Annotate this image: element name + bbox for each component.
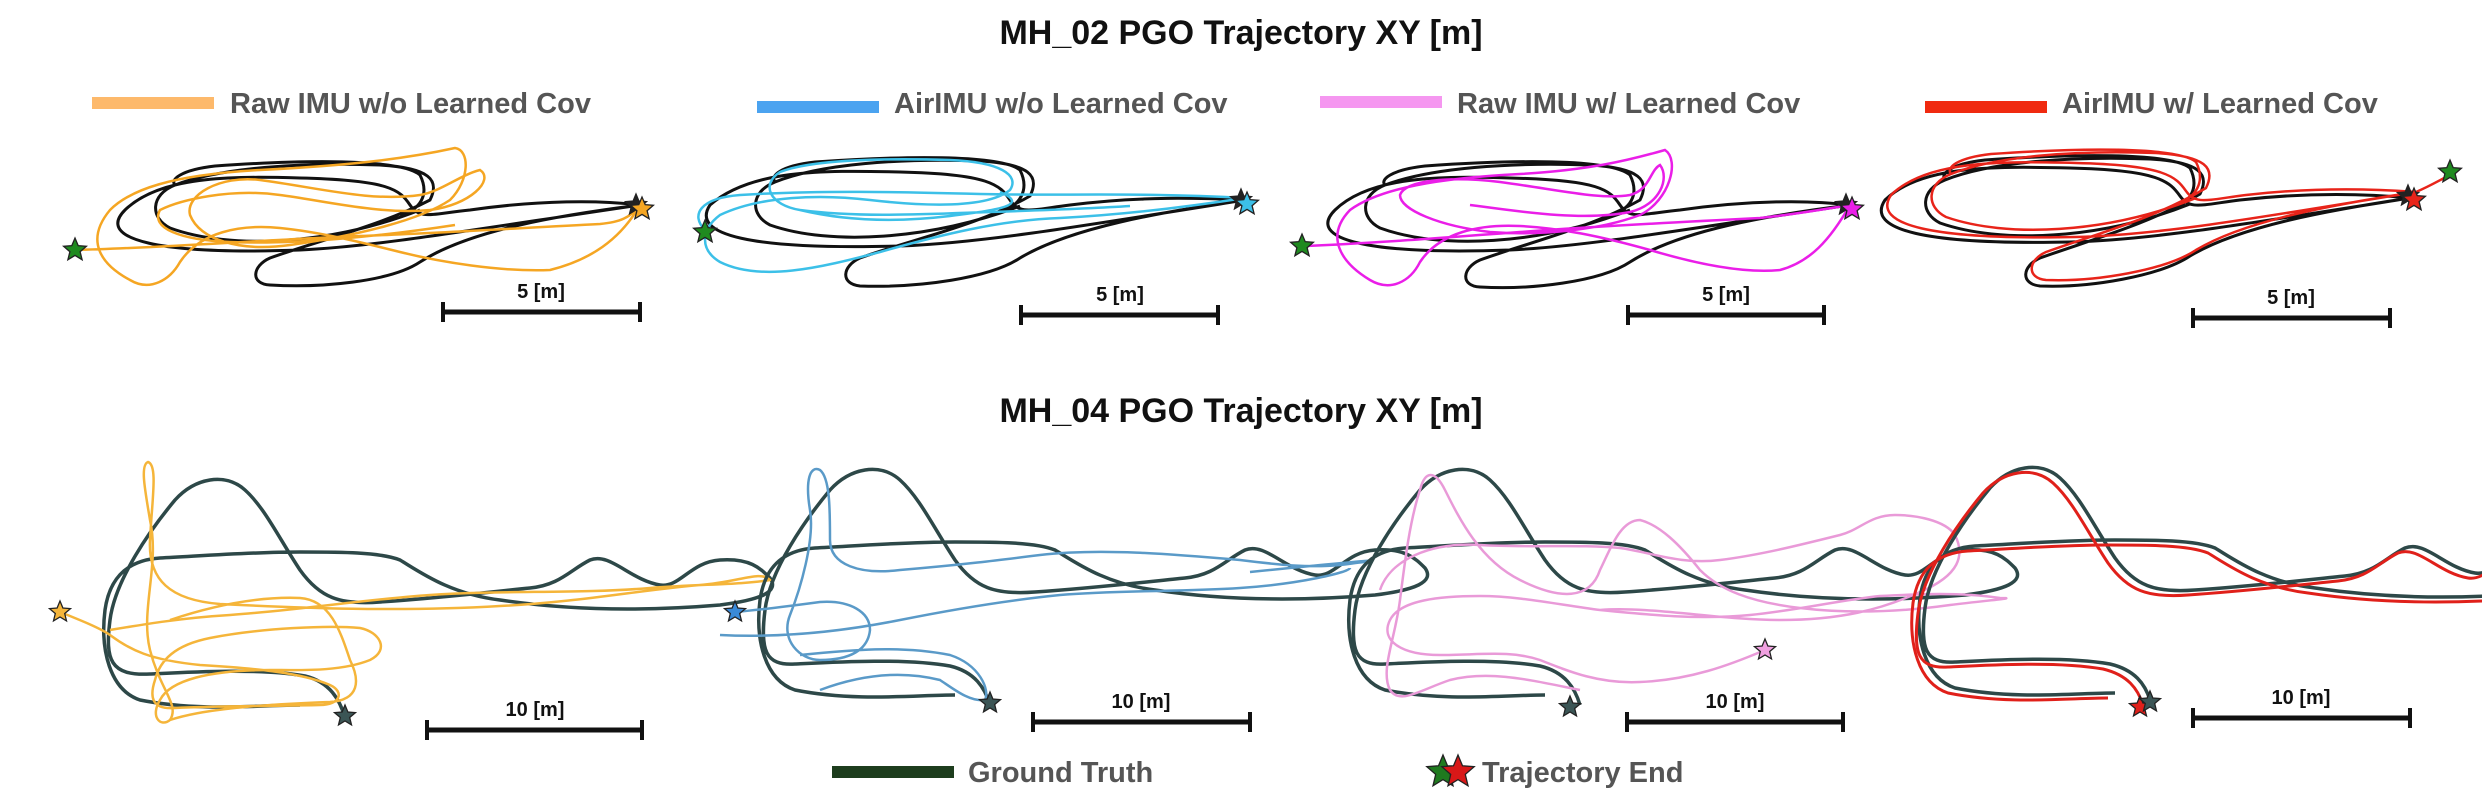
star-icon — [1752, 637, 1778, 661]
ground-truth-trajectory — [1347, 467, 2020, 706]
estimated-trajectory — [74, 146, 642, 286]
trajectory-end-star-icon — [722, 599, 748, 623]
star-icon — [2137, 689, 2163, 713]
star-icon — [47, 599, 73, 623]
panel-mh04-raw-imu-w: 10 [m] — [1347, 467, 2020, 732]
star-icon — [1440, 753, 1476, 788]
ground-truth-trajectory — [1326, 160, 1851, 290]
row-title-mh04: MH_04 PGO Trajectory XY [m] — [999, 392, 1482, 430]
star-icon — [2400, 186, 2428, 212]
scale-bar-label: 5 [m] — [2267, 287, 2315, 309]
star-icon — [61, 236, 89, 262]
scale-bar-label: 10 [m] — [1112, 691, 1171, 713]
star-icon — [977, 690, 1003, 714]
trajectory-start-star-icon — [1288, 232, 1316, 258]
star-icon — [628, 195, 656, 221]
ground-truth-end-star-icon — [977, 690, 1003, 714]
estimated-trajectory — [1886, 148, 2451, 282]
star-icon — [1288, 232, 1316, 258]
trajectory-end-star-icon — [2395, 183, 2428, 212]
panel-mh02-airimu-w: 5 [m] — [1879, 148, 2464, 328]
scale-bar-label: 5 [m] — [517, 281, 565, 303]
ground-truth-end-star-icon — [332, 703, 358, 727]
scale-bar-label: 5 [m] — [1702, 284, 1750, 306]
legend-label-raw-imu-w: Raw IMU w/ Learned Cov — [1457, 88, 1800, 120]
ground-truth-trajectory — [102, 477, 775, 719]
legend-label-airimu-w: AirIMU w/ Learned Cov — [2062, 88, 2378, 120]
legend-label-ground-truth: Ground Truth — [968, 757, 1153, 789]
star-icon — [1233, 190, 1261, 216]
legend-label-trajectory-end: Trajectory End — [1482, 757, 1683, 789]
trajectory-start-star-icon — [2436, 158, 2464, 184]
ground-truth-trajectory — [1917, 465, 2482, 701]
scale-bar-label: 10 [m] — [2272, 687, 2331, 709]
scale-bar-label: 10 [m] — [506, 699, 565, 721]
star-icon — [332, 703, 358, 727]
trajectory-end-star-icon — [1228, 187, 1261, 216]
trajectory-end-star-icon — [1752, 637, 1778, 661]
ground-truth-trajectory — [704, 156, 1246, 288]
trajectory-end-star-icon — [623, 192, 656, 221]
estimated-trajectory — [1378, 473, 2008, 698]
star-icon — [2436, 158, 2464, 184]
scale-bar-label: 5 [m] — [1096, 284, 1144, 306]
panel-mh04-airimu-wo: 10 [m] — [719, 467, 1430, 732]
trajectory-start-star-icon — [61, 236, 89, 262]
star-icon — [722, 599, 748, 623]
estimated-trajectory — [1301, 148, 1853, 287]
legend-star-icon — [1425, 753, 1476, 788]
panel-mh02-raw-imu-w: 5 [m] — [1288, 148, 1866, 325]
estimated-trajectory — [59, 460, 773, 724]
star-icon — [1838, 195, 1866, 221]
scale-bar-label: 10 [m] — [1706, 691, 1765, 713]
star-icon — [691, 218, 719, 244]
trajectory-end-star-icon — [47, 599, 73, 623]
trajectory-start-star-icon — [691, 218, 719, 244]
panel-mh04-raw-imu-wo: 10 [m] — [47, 460, 775, 740]
legend-label-airimu-wo: AirIMU w/o Learned Cov — [894, 88, 1228, 120]
legend-top: Raw IMU w/o Learned Cov AirIMU w/o Learn… — [92, 88, 2378, 120]
star-icon — [1557, 694, 1583, 718]
trajectory-end-star-icon — [1833, 192, 1866, 221]
panel-mh02-raw-imu-wo: 5 [m] — [61, 146, 656, 322]
ground-truth-end-star-icon — [1557, 694, 1583, 718]
legend-label-raw-imu-wo: Raw IMU w/o Learned Cov — [230, 88, 591, 120]
ground-truth-trajectory — [757, 467, 1430, 706]
estimated-trajectory — [1910, 470, 2482, 706]
panel-mh04-airimu-w: 10 [m] — [1910, 465, 2482, 728]
row-title-mh02: MH_02 PGO Trajectory XY [m] — [999, 14, 1482, 52]
legend-bottom: Ground Truth Trajectory End — [832, 753, 1683, 789]
panel-mh02-airimu-wo: 5 [m] — [691, 156, 1261, 325]
ground-truth-end-star-icon — [2137, 689, 2163, 713]
